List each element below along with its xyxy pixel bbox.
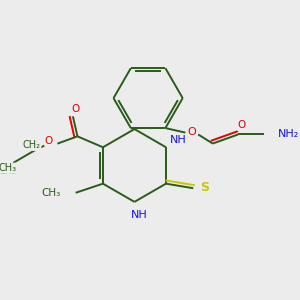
Text: CH₃: CH₃	[0, 163, 16, 173]
Text: NH₂: NH₂	[278, 128, 299, 139]
Text: CH₂: CH₂	[0, 166, 16, 176]
Text: O: O	[188, 127, 196, 137]
Text: S: S	[200, 181, 209, 194]
Text: NH: NH	[170, 135, 187, 145]
Text: CH₂: CH₂	[23, 140, 41, 150]
Text: CH₃: CH₃	[42, 188, 61, 198]
Text: O: O	[71, 104, 80, 114]
Text: O: O	[238, 120, 246, 130]
Text: NH: NH	[130, 210, 147, 220]
Text: O: O	[45, 136, 53, 146]
